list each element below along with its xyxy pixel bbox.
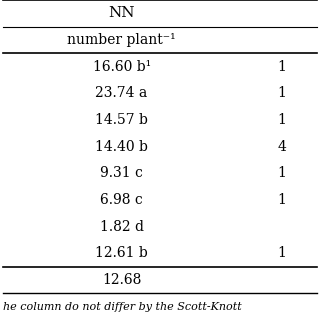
Text: 4: 4	[277, 140, 286, 154]
Text: 14.40 b: 14.40 b	[95, 140, 148, 154]
Text: 1: 1	[277, 193, 286, 207]
Text: 1: 1	[277, 246, 286, 260]
Text: 1: 1	[277, 86, 286, 100]
Text: 9.31 c: 9.31 c	[100, 166, 143, 180]
Text: 12.61 b: 12.61 b	[95, 246, 148, 260]
Text: 16.60 b¹: 16.60 b¹	[92, 60, 151, 74]
Text: 1: 1	[277, 60, 286, 74]
Text: 12.68: 12.68	[102, 273, 141, 287]
Text: 1: 1	[277, 113, 286, 127]
Text: 23.74 a: 23.74 a	[95, 86, 148, 100]
Text: 1.82 d: 1.82 d	[100, 220, 144, 234]
Text: 14.57 b: 14.57 b	[95, 113, 148, 127]
Text: NN: NN	[108, 6, 135, 20]
Text: he column do not differ by the Scott-Knott: he column do not differ by the Scott-Kno…	[3, 302, 242, 312]
Text: number plant⁻¹: number plant⁻¹	[67, 33, 176, 47]
Text: 6.98 c: 6.98 c	[100, 193, 143, 207]
Text: 1: 1	[277, 166, 286, 180]
